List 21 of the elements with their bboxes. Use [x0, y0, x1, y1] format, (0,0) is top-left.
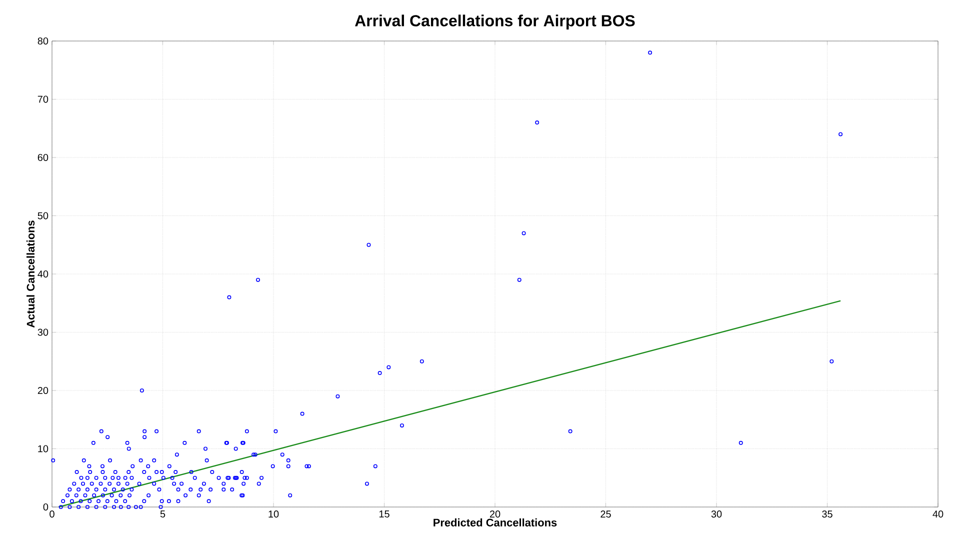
y-tick-label: 0 [43, 503, 48, 511]
y-tick-label: 10 [38, 445, 48, 452]
x-tick-label: 5 [160, 510, 166, 518]
x-tick-label: 35 [822, 510, 832, 518]
y-tick-label: 50 [38, 212, 48, 220]
x-tick-label: 10 [268, 510, 279, 518]
chart-title: Arrival Cancellations for Airport BOS [355, 14, 635, 30]
x-tick-label: 40 [932, 510, 944, 518]
y-tick-label: 80 [38, 37, 48, 45]
x-axis-title: Predicted Cancellations [434, 518, 557, 526]
x-tick-label: 30 [711, 510, 722, 518]
x-tick-label: 25 [600, 510, 611, 518]
y-tick-label: 20 [38, 386, 48, 394]
x-tick-label: 0 [50, 510, 54, 518]
x-tick-label: 20 [490, 510, 500, 518]
x-tick-label: 15 [379, 510, 390, 518]
y-tick-label: 70 [38, 96, 48, 103]
y-tick-label: 30 [38, 328, 48, 336]
y-tick-label: 40 [38, 270, 48, 278]
y-tick-label: 60 [38, 154, 48, 162]
y-axis-title: Actual Cancellations [26, 220, 35, 328]
